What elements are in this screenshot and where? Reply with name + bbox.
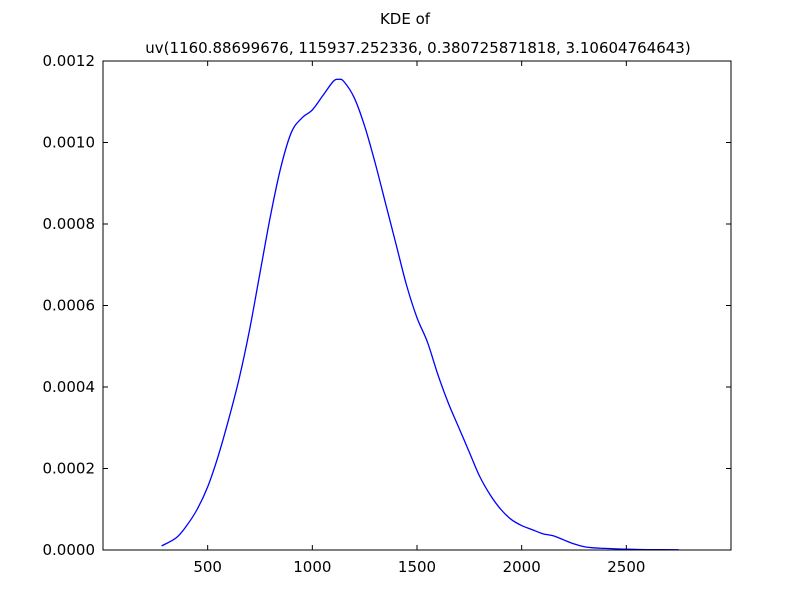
chart-title-line2: uv(1160.88699676, 115937.252336, 0.38072… [145, 39, 690, 57]
chart-title-line1: KDE of [380, 10, 431, 28]
y-tick-label: 0.0000 [43, 541, 96, 559]
x-tick-label: 2500 [607, 558, 645, 576]
y-tick-label: 0.0010 [43, 134, 96, 152]
kde-series-line [161, 78, 679, 551]
y-tick-label: 0.0012 [43, 52, 96, 70]
x-tick-label: 500 [193, 558, 222, 576]
y-axis-ticks: 0.0000 0.0002 0.0004 0.0006 0.0008 0.0010 0.00… [43, 52, 731, 559]
x-tick-label: 1000 [293, 558, 331, 576]
y-tick-label: 0.0002 [43, 460, 96, 478]
x-tick-label: 2000 [503, 558, 541, 576]
y-tick-label: 0.0006 [43, 297, 96, 315]
y-tick-label: 0.0008 [43, 215, 96, 233]
x-tick-label: 1500 [398, 558, 436, 576]
y-tick-label: 0.0004 [43, 378, 96, 396]
plot-frame [102, 60, 732, 551]
x-axis-ticks: 500 1000 1500 2000 2500 [193, 61, 645, 576]
